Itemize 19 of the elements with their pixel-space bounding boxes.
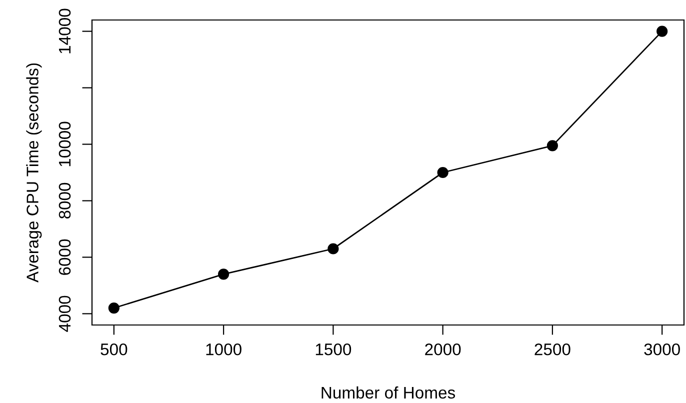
y-tick-label: 8000 [58, 182, 71, 219]
x-tick-label: 1000 [206, 343, 242, 356]
x-tick-label: 2500 [534, 343, 570, 356]
y-tick-label: 6000 [58, 239, 71, 275]
y-tick-label: 14000 [58, 8, 71, 54]
point [108, 302, 120, 314]
y-tick-label: 4000 [58, 296, 71, 332]
x-axis-title: Number of Homes [322, 386, 456, 399]
y-axis-title: Average CPU Time (seconds) [26, 63, 42, 283]
point [218, 268, 230, 280]
x-tick-label: 500 [100, 343, 128, 356]
x-tick-label: 3000 [644, 343, 680, 356]
x-tick-label: 2000 [425, 343, 461, 356]
point [328, 243, 339, 254]
point [437, 166, 448, 178]
x-tick-label: 1500 [316, 343, 352, 356]
point [656, 26, 668, 37]
y-tick-label: 10000 [58, 122, 71, 166]
point [546, 140, 558, 152]
